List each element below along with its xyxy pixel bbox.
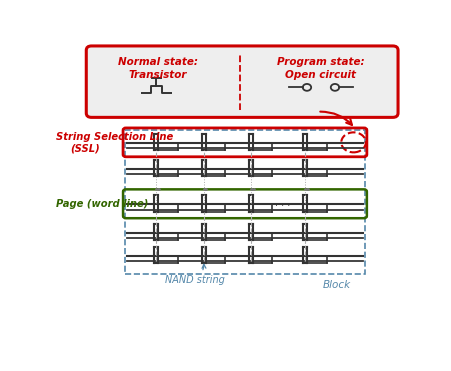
Text: Page (word line): Page (word line) xyxy=(56,198,148,209)
Text: String Selection Line: String Selection Line xyxy=(56,132,173,142)
Text: Open circuit: Open circuit xyxy=(285,70,356,80)
Text: Program state:: Program state: xyxy=(276,58,364,68)
Text: NAND string: NAND string xyxy=(165,265,225,285)
Text: · · ·: · · · xyxy=(274,201,290,211)
Text: (SSL): (SSL) xyxy=(70,144,100,154)
Text: Block: Block xyxy=(322,280,350,290)
FancyBboxPatch shape xyxy=(86,46,397,117)
Text: Transistor: Transistor xyxy=(129,70,187,80)
Text: Normal state:: Normal state: xyxy=(118,58,198,68)
